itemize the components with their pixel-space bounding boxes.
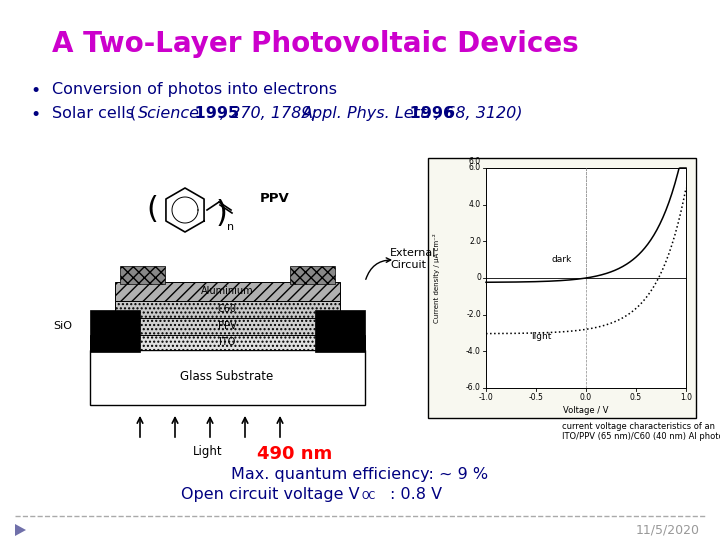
Text: Conversion of photos into electrons: Conversion of photos into electrons [52, 82, 337, 97]
Text: -0.5: -0.5 [528, 393, 544, 402]
Text: -2.0: -2.0 [467, 310, 481, 319]
Text: 6.0: 6.0 [469, 157, 481, 166]
Text: Voltage / V: Voltage / V [563, 406, 608, 415]
Text: Appl. Phys. Lett.: Appl. Phys. Lett. [302, 106, 432, 121]
Text: current voltage characteristics of an
ITO/PPV (65 nm)/C60 (40 nm) Al photodiode: current voltage characteristics of an IT… [562, 422, 720, 441]
Text: SiO: SiO [53, 321, 72, 331]
Text: n: n [227, 222, 234, 232]
Bar [120, 266, 165, 284]
Text: Science: Science [138, 106, 200, 121]
Text: 2.0: 2.0 [469, 237, 481, 246]
Text: External
Circuit: External Circuit [390, 248, 436, 269]
Text: dark: dark [551, 255, 571, 264]
Bar [115, 318, 340, 335]
Text: ITO: ITO [219, 337, 235, 347]
Text: (: ( [130, 106, 136, 121]
Text: A Two-Layer Photovoltaic Devices: A Two-Layer Photovoltaic Devices [52, 30, 579, 58]
Text: Max. quantum efficiency: ~ 9 %: Max. quantum efficiency: ~ 9 % [231, 467, 489, 482]
Text: 1.0: 1.0 [680, 393, 692, 402]
Bar [290, 266, 335, 284]
Text: 1995: 1995 [189, 106, 239, 121]
Text: ): ) [216, 199, 228, 227]
FancyArrowPatch shape [366, 258, 391, 279]
Bar [115, 282, 340, 301]
Text: PPV: PPV [217, 321, 236, 331]
Bar [115, 301, 340, 318]
Bar [90, 350, 365, 405]
Text: -1.0: -1.0 [479, 393, 493, 402]
Bar [428, 158, 696, 418]
Text: -6.0: -6.0 [466, 383, 481, 393]
Text: , 270, 1789;: , 270, 1789; [220, 106, 322, 121]
Bar [315, 310, 365, 352]
Text: 6.0: 6.0 [469, 164, 481, 172]
Text: OC: OC [362, 491, 377, 501]
Text: •: • [30, 82, 40, 100]
Bar [90, 310, 140, 352]
Text: •: • [30, 106, 40, 124]
Text: PPV: PPV [260, 192, 289, 205]
Text: Light: Light [193, 445, 222, 458]
Text: 1996: 1996 [404, 106, 454, 121]
Text: , 68, 3120): , 68, 3120) [435, 106, 523, 121]
Text: Solar cells: Solar cells [52, 106, 139, 121]
Text: C60: C60 [217, 304, 236, 314]
Text: 0.0: 0.0 [580, 393, 592, 402]
Text: Aluminium: Aluminium [201, 286, 253, 296]
Text: 11/5/2020: 11/5/2020 [636, 523, 700, 537]
Text: Open circuit voltage V: Open circuit voltage V [181, 487, 360, 502]
Bar [486, 168, 686, 388]
Text: Glass Substrate: Glass Substrate [181, 370, 274, 383]
Text: 0: 0 [476, 273, 481, 282]
Text: : 0.8 V: : 0.8 V [390, 487, 442, 502]
Text: light: light [531, 332, 552, 341]
Polygon shape [15, 524, 26, 536]
Text: 4.0: 4.0 [469, 200, 481, 209]
Text: 0.5: 0.5 [630, 393, 642, 402]
Text: -4.0: -4.0 [466, 347, 481, 356]
Text: (: ( [146, 195, 158, 225]
Text: Current density / μA cm⁻²: Current density / μA cm⁻² [433, 233, 439, 323]
Text: 490 nm: 490 nm [257, 445, 332, 463]
Bar [90, 335, 365, 350]
